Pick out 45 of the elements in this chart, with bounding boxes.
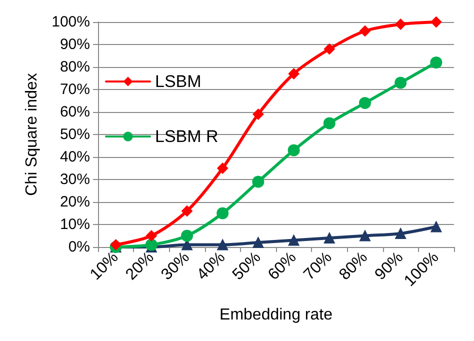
y-axis-title: Chi Square index bbox=[24, 73, 40, 196]
legend-label: LSBM bbox=[155, 72, 202, 91]
y-tick-label: 50% bbox=[60, 126, 90, 143]
point bbox=[288, 234, 300, 246]
legend-label: LSBM R bbox=[155, 127, 218, 146]
point bbox=[395, 18, 406, 30]
point bbox=[146, 230, 157, 242]
point bbox=[252, 237, 264, 248]
point bbox=[181, 230, 193, 242]
x-tick-label: 80% bbox=[336, 248, 372, 284]
point bbox=[360, 230, 370, 242]
point bbox=[252, 176, 264, 188]
point bbox=[430, 16, 442, 28]
point bbox=[324, 232, 335, 244]
x-tick-label: 70% bbox=[300, 248, 336, 284]
y-tick-label: 0% bbox=[68, 238, 90, 256]
x-tick-label: 40% bbox=[194, 248, 229, 284]
point bbox=[395, 228, 406, 239]
y-tick-label: 20% bbox=[60, 194, 90, 210]
y-tick-label: 90% bbox=[60, 36, 90, 53]
y-tick-label: 100% bbox=[52, 14, 90, 30]
y-tick-label: 70% bbox=[60, 81, 90, 98]
point bbox=[252, 108, 264, 120]
x-tick-label: 50% bbox=[230, 248, 264, 284]
point bbox=[359, 97, 371, 109]
y-tick-label: 80% bbox=[60, 58, 90, 76]
point bbox=[182, 206, 192, 216]
y-tick-label: 40% bbox=[60, 148, 90, 166]
y-tick-label: 30% bbox=[60, 171, 90, 188]
point bbox=[324, 44, 335, 54]
point bbox=[288, 144, 300, 156]
point bbox=[430, 221, 442, 232]
point bbox=[360, 26, 370, 36]
x-axis-title: Embedding rate bbox=[220, 306, 333, 324]
point bbox=[288, 68, 300, 80]
y-tick-label: 10% bbox=[60, 216, 90, 233]
point bbox=[394, 76, 407, 89]
point bbox=[323, 117, 336, 130]
point bbox=[217, 162, 228, 174]
point bbox=[430, 56, 442, 68]
point bbox=[216, 207, 229, 220]
point bbox=[217, 239, 228, 250]
x-tick-label: 30% bbox=[158, 248, 194, 284]
x-tick-label: 60% bbox=[265, 248, 300, 284]
y-tick-label: 60% bbox=[60, 104, 90, 120]
